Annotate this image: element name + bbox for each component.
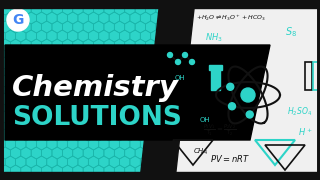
Circle shape bbox=[228, 103, 236, 110]
Text: $H_2SO_4$: $H_2SO_4$ bbox=[287, 106, 312, 118]
Circle shape bbox=[182, 53, 188, 57]
Text: $\frac{P_1V_1}{T_1} = \frac{P_2V_2}{T_2}$: $\frac{P_1V_1}{T_1} = \frac{P_2V_2}{T_2}… bbox=[203, 122, 237, 138]
Bar bbox=[313, 62, 320, 90]
Circle shape bbox=[175, 60, 180, 64]
Text: $PV = nRT$: $PV = nRT$ bbox=[210, 152, 250, 163]
Polygon shape bbox=[140, 0, 195, 180]
Text: SOLUTIONS: SOLUTIONS bbox=[12, 105, 182, 131]
Text: $CH_4$: $CH_4$ bbox=[193, 147, 208, 157]
Circle shape bbox=[189, 60, 195, 64]
Text: $+ H_2O \rightleftharpoons H_3O^+ + HCO_3$: $+ H_2O \rightleftharpoons H_3O^+ + HCO_… bbox=[196, 13, 266, 23]
Bar bbox=[209, 65, 222, 70]
Circle shape bbox=[241, 88, 255, 102]
Circle shape bbox=[7, 9, 29, 31]
Text: $NH_3$: $NH_3$ bbox=[205, 32, 223, 44]
Circle shape bbox=[227, 83, 234, 90]
Text: $S_8$: $S_8$ bbox=[285, 25, 297, 39]
Text: OH: OH bbox=[175, 75, 186, 81]
Text: OH: OH bbox=[200, 117, 211, 123]
Text: G: G bbox=[12, 13, 24, 27]
Polygon shape bbox=[165, 0, 320, 180]
Bar bbox=[211, 68, 220, 90]
Circle shape bbox=[246, 111, 253, 118]
Polygon shape bbox=[5, 45, 270, 140]
Bar bbox=[0, 0, 320, 8]
Bar bbox=[0, 172, 320, 180]
Bar bbox=[305, 62, 312, 90]
Text: $H^+$: $H^+$ bbox=[298, 126, 313, 138]
Circle shape bbox=[167, 53, 172, 57]
Text: Chemistry: Chemistry bbox=[12, 74, 179, 102]
